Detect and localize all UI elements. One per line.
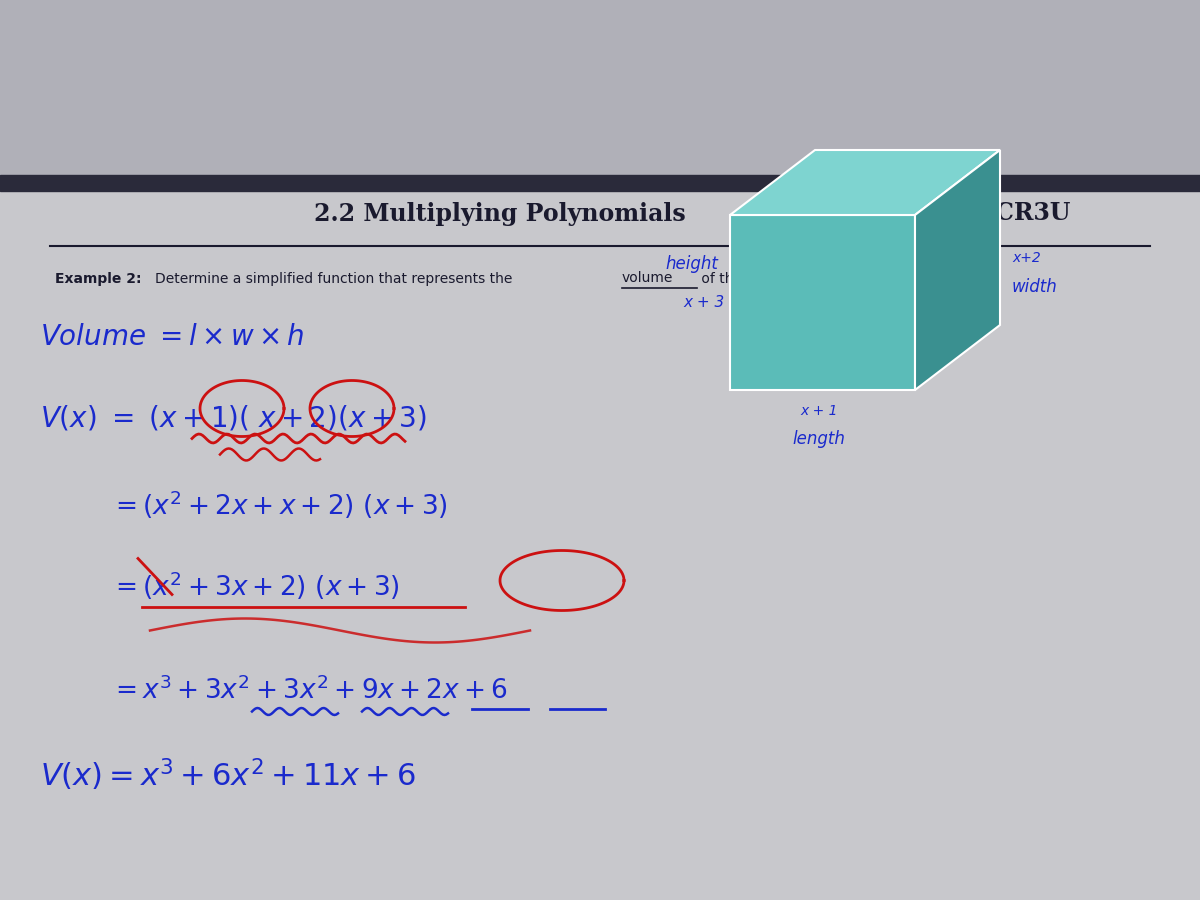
Bar	[0, 191, 1200, 900]
Bar	[0, 176, 1200, 191]
Text: $\mathit{V(x)} = x^3 + 6x^2 + 11x + 6$: $\mathit{V(x)} = x^3 + 6x^2 + 11x + 6$	[40, 756, 416, 793]
Polygon shape	[730, 150, 1000, 215]
Text: $\mathit{V(x)}$ $=$ $\mathit{(x+1)(\ x+2)(x+3)}$: $\mathit{V(x)}$ $=$ $\mathit{(x+1)(\ x+2…	[40, 403, 427, 433]
Text: $\it{Volume}$ $= l \times w \times h$: $\it{Volume}$ $= l \times w \times h$	[40, 322, 305, 350]
Text: Example 2:: Example 2:	[55, 272, 142, 285]
Text: width: width	[1012, 277, 1057, 295]
Text: x + 3: x + 3	[684, 295, 725, 310]
Text: $= (x^2+3x+2)\ (x+3)$: $= (x^2+3x+2)\ (x+3)$	[110, 570, 400, 602]
Text: x + 1: x + 1	[800, 404, 838, 418]
Text: $= (x^2+2x + x+2)\ (x+3)$: $= (x^2+2x + x+2)\ (x+3)$	[110, 488, 448, 520]
Polygon shape	[730, 215, 916, 390]
Text: volume: volume	[622, 272, 673, 285]
Text: Determine a simplified function that represents the: Determine a simplified function that rep…	[155, 272, 517, 285]
Bar	[0, 0, 1200, 176]
Text: of the given box.: of the given box.	[697, 272, 818, 285]
Text: $= x^3 + 3x^2 + 3x^2 + 9x + 2x + 6$: $= x^3 + 3x^2 + 3x^2 + 9x + 2x + 6$	[110, 676, 508, 705]
Polygon shape	[916, 150, 1000, 390]
Text: length: length	[792, 430, 845, 448]
Text: x+2: x+2	[1012, 251, 1040, 266]
Text: height: height	[665, 255, 718, 273]
Text: MCR3U: MCR3U	[970, 202, 1070, 226]
Text: 2.2 Multiplying Polynomials: 2.2 Multiplying Polynomials	[314, 202, 686, 226]
